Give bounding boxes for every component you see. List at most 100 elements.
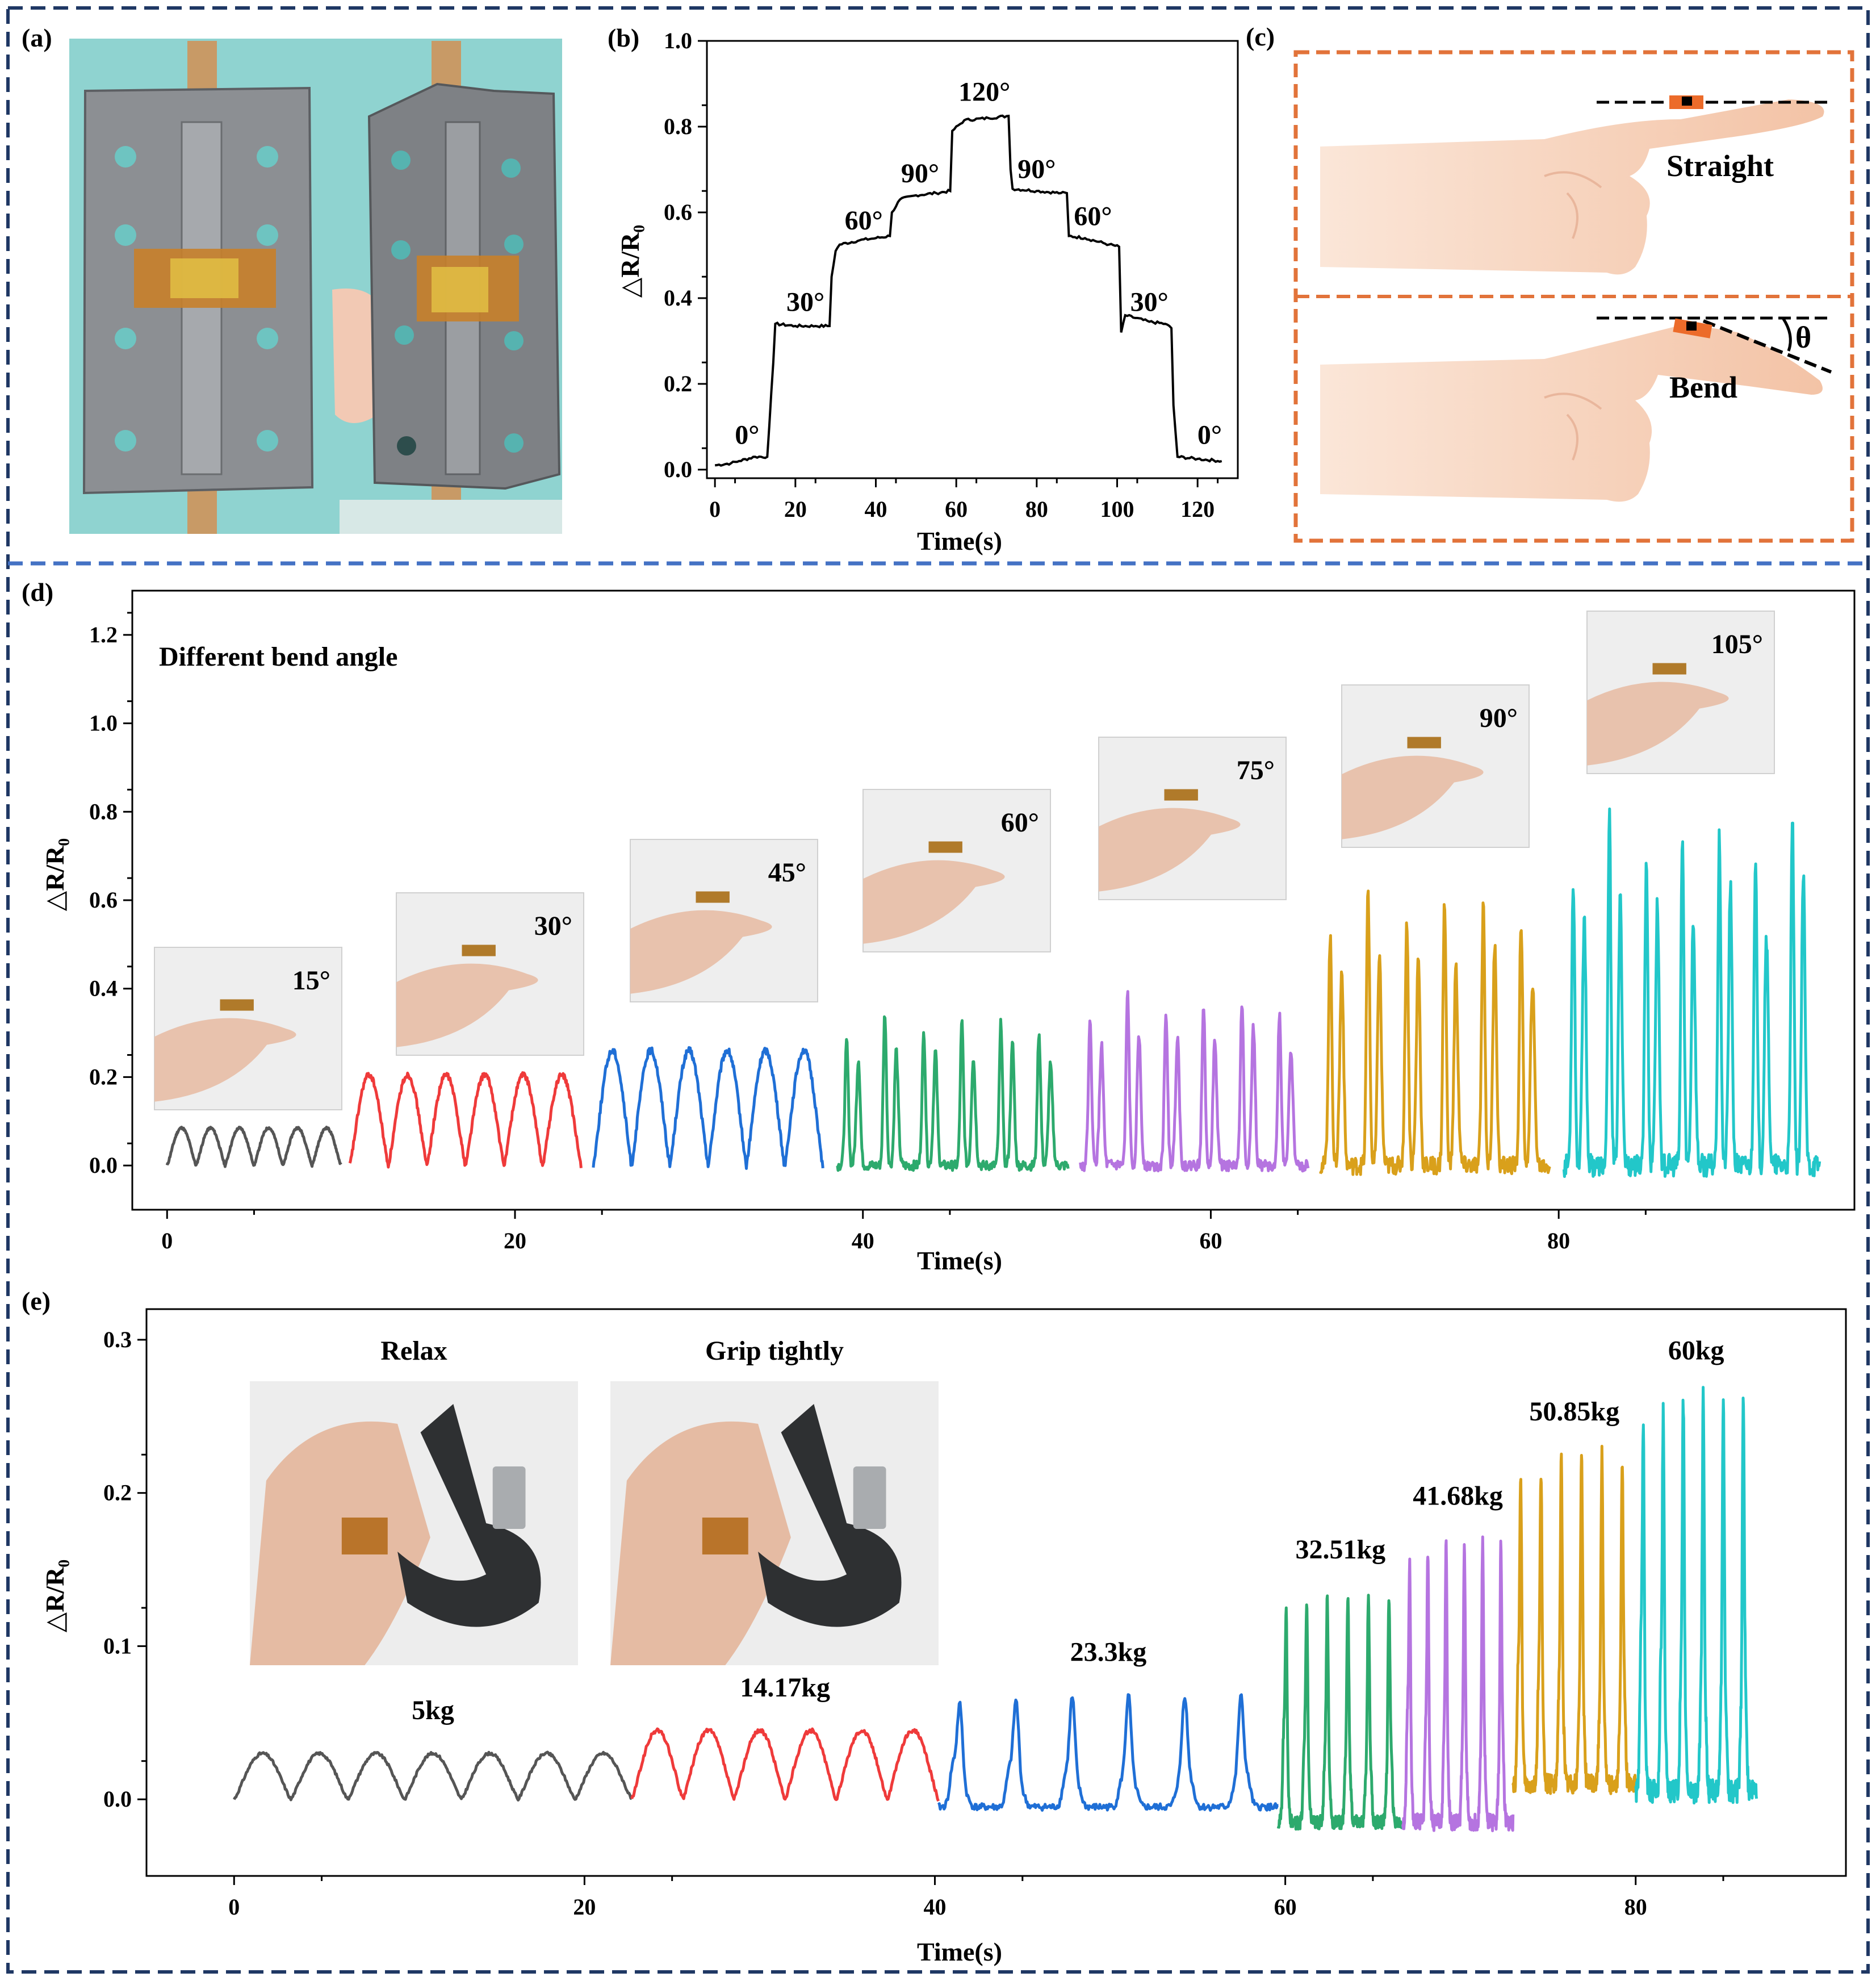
chart-d-series-6 [1562,807,1821,1178]
hand-grip-tightly-photo: Grip tightly [610,1336,939,1665]
finger-105deg-photo: 105° [1586,611,1775,774]
chart-d-ytick-label-5: 1.0 [89,711,118,736]
chart-d-xtick-label-0: 0 [161,1228,173,1253]
chart-e-ytick-label-0: 0.0 [103,1786,132,1812]
finger-30deg-photo: 30° [396,892,584,1056]
chart-d-inset-sensor-0 [220,999,254,1011]
chart-b-annotation-7: 30° [1130,287,1169,317]
chart-d-ylabel: △R/R₀ [40,838,69,911]
chart-e-series-5 [1511,1444,1638,1795]
chart-d-xtick-label-4: 80 [1547,1228,1570,1253]
chart-e-series-2 [937,1693,1279,1812]
chart-b-xtick-label-2: 40 [865,496,887,522]
chart-d-xtick-label-1: 20 [504,1228,526,1253]
chart-b-annotation-0: 0° [735,420,759,450]
chart-d-ytick-label-1: 0.2 [89,1064,118,1089]
hand-relax-grip-photo: Relax [250,1336,578,1665]
chart-e-xtick-label-0: 0 [228,1894,240,1920]
panel-c-illustration: Straight θ Bend [1293,50,1854,543]
chart-e-inset-hand-0 [250,1421,430,1665]
chart-d-inset-sensor-3 [928,841,962,853]
chart-e-xtick-label-1: 20 [573,1894,596,1920]
chart-b-xtick-label-3: 60 [945,496,968,522]
chart-b-annotation-1: 30° [786,287,824,317]
chart-d-inset-label-5: 90° [1480,703,1518,733]
chart-b-xtick-label-4: 80 [1025,496,1048,522]
chart-d-inset-label-6: 105° [1711,629,1763,659]
chart-e-series-3 [1276,1594,1404,1831]
chart-e-xtick-label-3: 60 [1274,1894,1297,1920]
chart-e-series-label-5: 50.85kg [1529,1397,1619,1427]
chart-e-series-label-3: 32.51kg [1295,1535,1385,1565]
chart-e-xtick-label-4: 80 [1624,1894,1647,1920]
chart-b: 0 20 40 60 80 100 120 0.0 0.2 0.4 0.6 0.8 1.0 0° 30° 6… [615,28,1239,555]
chart-b-xtick-label-6: 120 [1180,496,1215,522]
chart-e-inset-sensor-0 [341,1518,388,1554]
chart-d-xlabel: Time(s) [917,1246,1002,1275]
chart-b-xtick-label-0: 0 [709,496,721,522]
chart-e: 0 20 40 60 80 0.0 0.1 0.2 0.3 5kg 14.17kg 23.3kg 32… [40,1308,1847,1966]
chart-e-series-label-0: 5kg [412,1695,454,1725]
chart-d-series-4 [1079,990,1310,1173]
chart-b-ytick-label-3: 0.6 [664,199,692,225]
theta-label: θ [1795,320,1811,354]
chart-b-ytick-label-5: 1.0 [664,28,692,53]
chart-d-inset-label-0: 15° [292,966,330,996]
chart-d-inset-label-1: 30° [534,911,572,941]
chart-d: 0 20 40 60 80 0.0 0.2 0.4 0.6 0.8 1.0 1.2 15° 30° 45°… [40,590,1856,1275]
panel-label-a: (a) [22,23,52,52]
chart-e-inset-label-0: Relax [380,1336,447,1366]
chart-d-title: Different bend angle [159,642,397,672]
chart-d-inset-sensor-2 [696,891,730,903]
chart-d-series-1 [348,1071,583,1169]
chart-b-annotation-3: 90° [901,158,939,189]
finger-90deg-photo: 90° [1341,684,1530,848]
chart-b-xlabel: Time(s) [917,526,1002,555]
chart-d-series-0 [165,1126,342,1168]
chart-d-xtick-label-2: 40 [852,1228,874,1253]
chart-e-inset-label-1: Grip tightly [705,1336,844,1366]
chart-d-inset-hand-6 [1587,682,1729,766]
finger-bend-illustration: θ Bend [1320,316,1832,502]
chart-e-series-label-2: 23.3kg [1070,1637,1147,1667]
chart-e-series-4 [1401,1535,1515,1832]
chart-d-inset-label-2: 45° [768,858,806,888]
outer-frame [6,6,1870,1974]
chart-d-ytick-label-4: 0.8 [89,799,118,824]
chart-d-inset-sensor-6 [1652,663,1686,675]
chart-b-annotation-8: 0° [1197,420,1222,450]
chart-d-ytick-label-3: 0.6 [89,887,118,913]
chart-d-inset-label-3: 60° [1001,808,1039,838]
chart-e-inset-spring-0 [492,1466,526,1529]
chart-d-inset-sensor-5 [1407,737,1441,749]
chart-d-inset-sensor-4 [1164,789,1198,801]
panel-label-d: (d) [22,578,53,607]
finger-15deg-photo: 15° [154,947,342,1110]
panel-label-b: (b) [608,23,639,52]
chart-e-ytick-label-3: 0.3 [103,1327,132,1352]
hinge-photo [69,39,562,534]
chart-e-inset-hand-1 [610,1421,791,1665]
straight-label: Straight [1666,149,1774,183]
chart-b-ytick-label-0: 0.0 [664,457,692,482]
chart-e-series-label-6: 60kg [1668,1335,1724,1365]
finger-60deg-photo: 60° [862,789,1051,952]
chart-b-ytick-label-2: 0.4 [664,285,692,311]
chart-e-series-1 [630,1727,940,1802]
chart-b-annotation-5: 90° [1017,154,1056,185]
chart-b-xtick-label-1: 20 [784,496,807,522]
chart-e-inset-gripper-1 [758,1404,902,1627]
chart-b-annotation-2: 60° [845,206,883,236]
chart-e-xlabel: Time(s) [917,1937,1002,1966]
chart-b-series-line [714,114,1222,467]
chart-d-xtick-label-3: 60 [1199,1228,1222,1253]
chart-d-ytick-label-0: 0.0 [89,1152,118,1178]
chart-d-inset-hand-4 [1099,808,1241,892]
bend-label: Bend [1669,370,1737,404]
chart-e-series-label-1: 14.17kg [740,1673,830,1703]
chart-d-inset-hand-2 [630,910,772,994]
chart-d-inset-hand-5 [1342,755,1484,839]
chart-d-series-5 [1319,889,1551,1176]
chart-d-inset-hand-0 [154,1018,296,1102]
